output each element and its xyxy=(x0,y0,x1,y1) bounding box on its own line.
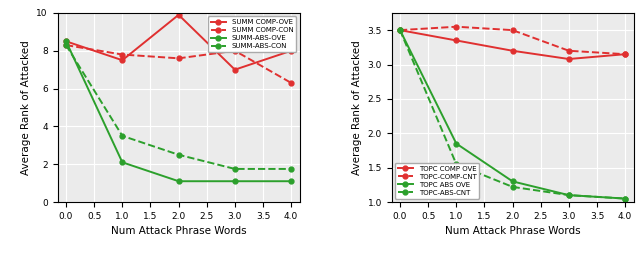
TOPC-COMP-CNT xyxy=(621,53,629,56)
TOPC-COMP-CNT xyxy=(396,28,404,32)
SUMM-ABS-OVE xyxy=(62,40,70,43)
SUMM COMP-CON xyxy=(118,53,126,56)
SUMM COMP-OVE xyxy=(175,13,182,16)
SUMM-ABS-OVE xyxy=(118,161,126,164)
SUMM COMP-CON xyxy=(231,49,239,52)
TOPC-ABS-CNT xyxy=(621,197,629,200)
TOPC COMP OVE xyxy=(452,39,460,42)
Line: SUMM-ABS-OVE: SUMM-ABS-OVE xyxy=(63,39,294,184)
Y-axis label: Average Rank of Attacked: Average Rank of Attacked xyxy=(21,40,31,175)
SUMM-ABS-OVE xyxy=(287,180,295,183)
TOPC-ABS-CNT xyxy=(565,193,573,197)
TOPC COMP OVE xyxy=(396,28,404,32)
Line: TOPC COMP OVE: TOPC COMP OVE xyxy=(397,28,628,61)
SUMM COMP-OVE xyxy=(118,59,126,62)
Legend: SUMM COMP-OVE, SUMM COMP-CON, SUMM-ABS-OVE, SUMM-ABS-CON: SUMM COMP-OVE, SUMM COMP-CON, SUMM-ABS-O… xyxy=(208,16,296,52)
TOPC-COMP-CNT xyxy=(452,25,460,28)
Y-axis label: Average Rank of Attacked: Average Rank of Attacked xyxy=(352,40,362,175)
TOPC ABS OVE xyxy=(509,180,516,183)
SUMM COMP-CON xyxy=(175,57,182,60)
SUMM-ABS-CON xyxy=(231,167,239,170)
X-axis label: Num Attack Phrase Words: Num Attack Phrase Words xyxy=(445,226,580,236)
TOPC-ABS-CNT xyxy=(509,185,516,189)
SUMM COMP-OVE xyxy=(231,68,239,71)
TOPC-ABS-CNT xyxy=(452,163,460,166)
Line: SUMM COMP-OVE: SUMM COMP-OVE xyxy=(63,12,294,72)
Line: TOPC-COMP-CNT: TOPC-COMP-CNT xyxy=(397,24,628,57)
TOPC COMP OVE xyxy=(509,49,516,52)
Legend: TOPC COMP OVE, TOPC-COMP-CNT, TOPC ABS OVE, TOPC-ABS-CNT: TOPC COMP OVE, TOPC-COMP-CNT, TOPC ABS O… xyxy=(395,163,479,199)
TOPC-COMP-CNT xyxy=(509,28,516,32)
SUMM-ABS-CON xyxy=(118,134,126,137)
SUMM COMP-OVE xyxy=(62,40,70,43)
Line: TOPC-ABS-CNT: TOPC-ABS-CNT xyxy=(397,28,628,201)
Line: TOPC ABS OVE: TOPC ABS OVE xyxy=(397,28,628,201)
SUMM-ABS-CON xyxy=(175,153,182,156)
SUMM-ABS-CON xyxy=(62,44,70,47)
SUMM-ABS-CON xyxy=(287,167,295,170)
Line: SUMM-ABS-CON: SUMM-ABS-CON xyxy=(63,43,294,171)
SUMM COMP-CON xyxy=(62,44,70,47)
TOPC COMP OVE xyxy=(621,53,629,56)
SUMM COMP-CON xyxy=(287,81,295,84)
TOPC-COMP-CNT xyxy=(565,49,573,52)
Line: SUMM COMP-CON: SUMM COMP-CON xyxy=(63,43,294,85)
X-axis label: Num Attack Phrase Words: Num Attack Phrase Words xyxy=(111,226,246,236)
SUMM-ABS-OVE xyxy=(231,180,239,183)
TOPC-ABS-CNT xyxy=(396,28,404,32)
TOPC ABS OVE xyxy=(621,197,629,200)
TOPC ABS OVE xyxy=(452,142,460,145)
TOPC ABS OVE xyxy=(565,193,573,197)
TOPC ABS OVE xyxy=(396,28,404,32)
SUMM COMP-OVE xyxy=(287,49,295,52)
TOPC COMP OVE xyxy=(565,57,573,61)
SUMM-ABS-OVE xyxy=(175,180,182,183)
